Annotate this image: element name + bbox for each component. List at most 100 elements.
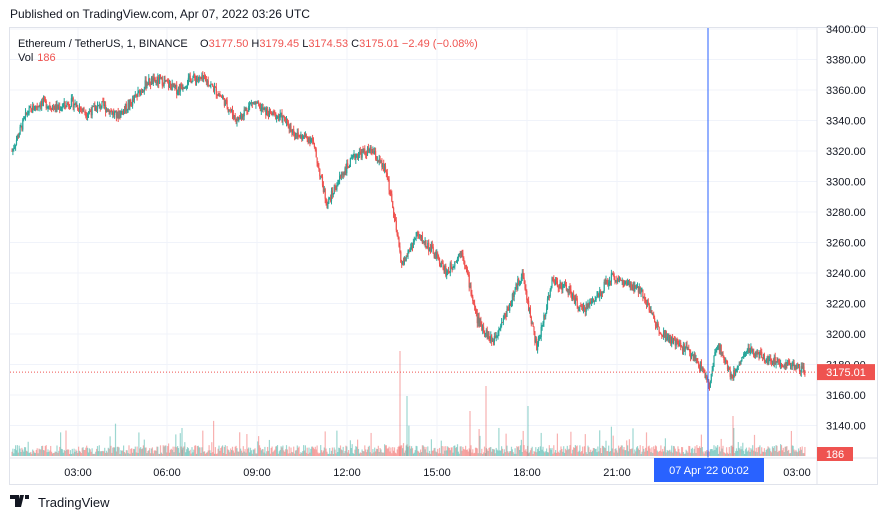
volume-bar — [147, 451, 149, 456]
volume-bar — [152, 453, 154, 456]
volume-bar — [474, 447, 477, 456]
candle-body — [402, 261, 404, 265]
volume-bar — [789, 453, 792, 456]
candle-body — [623, 284, 625, 286]
volume-bar — [266, 451, 268, 456]
candle-body — [350, 158, 352, 159]
candle-body — [142, 90, 144, 92]
volume-bar — [321, 450, 323, 456]
candle-body — [558, 287, 560, 289]
volume-bar — [71, 448, 73, 456]
candle-body — [629, 282, 631, 287]
candle-body — [565, 285, 567, 291]
volume-bar — [474, 452, 476, 456]
candle-body — [555, 279, 557, 285]
candle-body — [369, 146, 371, 150]
candle-body — [165, 80, 167, 82]
volume-bar — [338, 447, 340, 456]
volume-bar — [286, 449, 288, 456]
symbol-name[interactable]: Ethereum / TetherUS, 1, BINANCE — [18, 38, 188, 50]
volume-bar — [146, 453, 148, 456]
candle-body — [172, 83, 174, 87]
candle-body — [87, 112, 90, 115]
candle-body — [528, 307, 531, 311]
candle-body — [198, 76, 200, 80]
volume-bar — [759, 445, 761, 456]
volume-bar — [128, 445, 130, 456]
volume-bar — [328, 453, 330, 456]
volume-bar — [376, 449, 378, 456]
candle-body — [654, 322, 657, 326]
volume-bar — [293, 446, 295, 456]
volume-bar — [786, 446, 788, 456]
volume-bar — [340, 449, 342, 456]
volume-bar — [762, 451, 765, 456]
volume-bar — [59, 446, 61, 456]
candle-body — [75, 102, 77, 107]
volume-bar — [573, 447, 575, 456]
volume-bar — [390, 447, 392, 456]
volume-bar — [631, 448, 633, 456]
candle-body — [684, 346, 686, 352]
candle-body — [167, 81, 169, 83]
candle-body — [212, 84, 214, 87]
volume-bar — [296, 445, 298, 456]
volume-bar — [555, 452, 558, 456]
candle-body — [129, 100, 131, 107]
volume-bar — [627, 451, 630, 456]
candle-body — [672, 337, 674, 344]
volume-bar — [49, 450, 51, 456]
volume-bar — [725, 453, 727, 456]
price-tick-label: 3220.00 — [826, 299, 866, 311]
volume-bar — [580, 452, 582, 456]
last-price-badge-label: 3175.01 — [826, 367, 866, 379]
volume-bar — [785, 446, 787, 456]
volume-bar — [621, 445, 623, 456]
candle-body — [755, 352, 757, 355]
volume-bar — [612, 435, 614, 456]
volume-bar — [226, 446, 228, 456]
candle-body — [266, 109, 268, 116]
candle-body — [191, 81, 193, 83]
volume-bar — [303, 445, 305, 456]
chart-frame[interactable] — [9, 27, 878, 485]
candle-body — [96, 107, 98, 112]
candle-body — [160, 77, 162, 79]
volume-bar — [188, 451, 190, 456]
candle-body — [608, 282, 610, 286]
volume-bar — [604, 448, 606, 456]
crosshair-time-label: 07 Apr '22 00:02 — [669, 465, 749, 477]
volume-bar — [131, 448, 133, 456]
volume-bar — [757, 447, 759, 456]
volume-bar — [782, 447, 784, 456]
candle-body — [289, 125, 291, 129]
candle-body — [745, 351, 747, 353]
volume-bar — [794, 451, 796, 456]
candle-body — [600, 290, 602, 295]
volume-bar — [299, 453, 301, 456]
volume-bar — [789, 453, 791, 456]
candle-body — [582, 305, 585, 310]
candle-body — [302, 135, 304, 140]
volume-bar — [357, 448, 360, 456]
candle-body — [152, 77, 154, 85]
candle-body — [123, 109, 125, 115]
candle-body — [645, 301, 648, 305]
volume-bar — [560, 446, 562, 456]
volume-bar — [116, 446, 118, 456]
candle-body — [187, 77, 189, 85]
volume-bar — [364, 445, 366, 456]
volume-bar — [502, 453, 504, 456]
candle-body — [485, 330, 487, 334]
candle-body — [412, 241, 414, 248]
volume-bar — [417, 450, 419, 456]
volume-bar — [527, 445, 529, 456]
candle-body — [263, 108, 265, 110]
candle-body — [639, 287, 641, 293]
volume-label[interactable]: Vol — [18, 52, 34, 64]
candle-body — [544, 315, 546, 317]
volume-bar — [283, 450, 285, 456]
volume-bar — [160, 452, 162, 456]
footer-brand[interactable]: TradingView — [10, 495, 110, 510]
